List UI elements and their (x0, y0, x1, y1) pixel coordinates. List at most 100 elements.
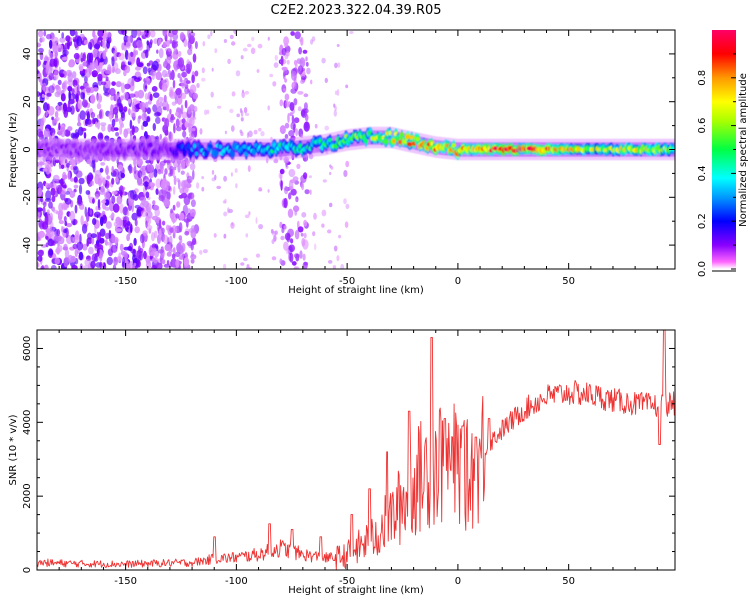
noise-speck (139, 101, 146, 111)
noise-speck (169, 235, 173, 246)
noise-speck (213, 233, 217, 238)
noise-speck (81, 127, 87, 132)
noise-speck (96, 248, 100, 255)
colorbar: 0.0 0.2 0.4 0.6 0.8 Normalized spectral ampl… (697, 30, 749, 277)
noise-speck (97, 73, 103, 82)
snr-y-axis: 0 2000 4000 6000 (22, 336, 675, 573)
noise-speck (86, 240, 89, 247)
noise-speck (177, 50, 182, 57)
noise-speck (157, 249, 164, 254)
band-cell (137, 151, 141, 157)
noise-speck (94, 243, 100, 249)
noise-speck (46, 228, 54, 238)
noise-speck (63, 257, 69, 268)
noise-speck (142, 230, 148, 236)
noise-speck (284, 134, 289, 139)
noise-speck (293, 205, 300, 212)
noise-speck (181, 111, 188, 119)
noise-speck (161, 227, 165, 234)
noise-speck (53, 174, 60, 182)
noise-speck (58, 202, 64, 213)
noise-speck (201, 186, 205, 192)
noise-speck (78, 251, 84, 261)
noise-speck (92, 218, 97, 225)
noise-speck (172, 167, 175, 178)
noise-speck (314, 123, 318, 129)
band-cell (451, 143, 456, 148)
noise-speck (51, 241, 56, 246)
noise-speck (192, 169, 195, 180)
noise-speck (70, 236, 74, 244)
noise-speck (269, 73, 274, 78)
noise-speck (138, 115, 142, 120)
noise-speck (301, 237, 306, 247)
snr-plot-area (37, 330, 675, 570)
noise-speck (115, 228, 122, 233)
noise-speck (299, 60, 304, 64)
noise-speck (93, 43, 101, 49)
noise-speck (108, 110, 113, 116)
noise-speck (230, 172, 233, 177)
noise-speck (246, 264, 250, 268)
noise-speck (150, 251, 156, 257)
noise-speck (162, 30, 167, 37)
noise-speck (55, 234, 62, 242)
noise-speck (299, 250, 303, 259)
noise-speck (324, 77, 328, 83)
colorbar-tick-label: 0.8 (697, 70, 708, 86)
noise-speck (231, 125, 235, 132)
noise-speck (189, 84, 197, 94)
noise-speck (86, 159, 91, 165)
noise-speck (333, 245, 338, 252)
noise-speck (38, 230, 45, 238)
noise-speck (279, 168, 285, 175)
noise-speck (73, 176, 78, 183)
noise-speck (38, 47, 44, 53)
noise-speck (123, 44, 127, 51)
noise-speck (151, 247, 157, 253)
noise-speck (100, 162, 106, 166)
x-tick-label: -150 (114, 576, 137, 587)
noise-speck (290, 88, 297, 94)
noise-speck (178, 222, 183, 233)
noise-speck (302, 49, 308, 54)
noise-speck (297, 226, 304, 233)
noise-speck (89, 209, 92, 215)
noise-speck (119, 109, 126, 115)
noise-speck (79, 110, 86, 121)
noise-speck (164, 129, 169, 136)
noise-speck (278, 172, 282, 179)
noise-speck (172, 30, 178, 35)
noise-speck (210, 30, 213, 37)
noise-speck (68, 61, 75, 68)
noise-speck (189, 208, 196, 217)
noise-speck (345, 84, 349, 89)
noise-speck (74, 204, 78, 214)
noise-speck (119, 124, 123, 135)
noise-speck (173, 123, 176, 134)
y-tick-label: 40 (22, 48, 33, 61)
noise-speck (181, 180, 187, 190)
noise-speck (273, 62, 279, 68)
noise-speck (89, 39, 95, 47)
noise-speck (62, 174, 68, 180)
noise-speck (82, 243, 88, 251)
noise-speck (67, 79, 74, 87)
noise-speck (178, 194, 184, 199)
noise-speck (183, 257, 190, 267)
noise-speck (104, 191, 111, 199)
noise-speck (163, 198, 171, 208)
y-tick-label: 2000 (22, 483, 33, 508)
noise-speck (274, 54, 278, 61)
noise-speck (96, 102, 102, 110)
noise-speck (189, 163, 196, 171)
noise-speck (329, 171, 332, 176)
noise-speck (257, 43, 263, 49)
noise-speck (172, 204, 176, 211)
noise-speck (293, 98, 298, 106)
noise-speck (153, 168, 158, 178)
noise-speck (180, 170, 185, 175)
noise-speck (56, 228, 61, 237)
noise-speck (187, 106, 192, 115)
noise-speck (202, 41, 206, 47)
